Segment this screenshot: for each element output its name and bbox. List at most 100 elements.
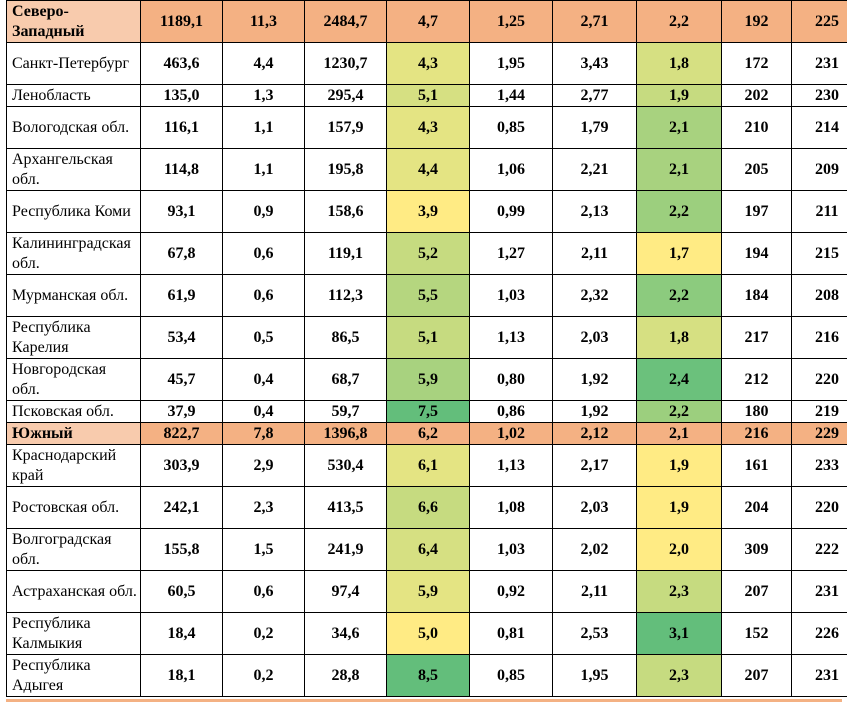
subject-name-cell: Ленобласть <box>6 84 141 107</box>
value-cell-col-6: 0,81 <box>469 612 553 655</box>
table-row: Мурманская обл. 61,9 0,6 112,3 5,5 1,03 2,32 2,… <box>6 274 847 317</box>
value-cell-col-2: 61,9 <box>140 274 223 317</box>
value-cell-col-4: 119,1 <box>304 232 387 275</box>
value-cell-col-5: 5,2 <box>386 232 470 275</box>
value-cell-col-4: 158,6 <box>304 190 387 233</box>
value-cell-col-4: 1396,8 <box>304 422 387 445</box>
value-cell-col-9: 161 <box>721 444 792 487</box>
value-cell-col-2: 37,9 <box>140 400 223 423</box>
value-cell-col-8: 2,0 <box>636 528 722 571</box>
value-cell-col-7: 2,13 <box>552 190 637 233</box>
value-cell-col-2: 242,1 <box>140 486 223 529</box>
value-cell-col-2: 135,0 <box>140 84 223 107</box>
value-cell-col-10: 229 <box>791 422 847 445</box>
table-row: Новгородская обл. 45,7 0,4 68,7 5,9 0,80 1,92 2… <box>6 358 847 401</box>
value-cell-col-6: 1,44 <box>469 84 553 107</box>
value-cell-col-9: 309 <box>721 528 792 571</box>
value-cell-col-8: 1,8 <box>636 316 722 359</box>
value-cell-col-4: 59,7 <box>304 400 387 423</box>
value-cell-col-3: 1,1 <box>222 148 305 191</box>
value-cell-col-7: 2,32 <box>552 274 637 317</box>
table-row: Архангельская обл. 114,8 1,1 195,8 4,4 1,06 2,… <box>6 148 847 191</box>
value-cell-col-4: 2484,7 <box>304 0 387 43</box>
value-cell-col-5: 4,3 <box>386 106 470 149</box>
value-cell-col-9: 197 <box>721 190 792 233</box>
value-cell-col-9: 207 <box>721 654 792 697</box>
table-row: Республика Адыгея 18,1 0,2 28,8 8,5 0,85 1,95 2… <box>6 654 847 697</box>
value-cell-col-8: 2,2 <box>636 400 722 423</box>
table-row: Ленобласть 135,0 1,3 295,4 5,1 1,44 2,77 1,9 202… <box>6 84 847 107</box>
value-cell-col-8: 2,2 <box>636 274 722 317</box>
value-cell-col-4: 1230,7 <box>304 42 387 85</box>
region-row: Северо-Западный 1189,1 11,3 2484,7 4,7 1,25 2,… <box>6 0 847 43</box>
value-cell-col-4: 413,5 <box>304 486 387 529</box>
value-cell-col-8: 1,9 <box>636 84 722 107</box>
value-cell-col-4: 157,9 <box>304 106 387 149</box>
value-cell-col-8: 2,3 <box>636 654 722 697</box>
value-cell-col-2: 67,8 <box>140 232 223 275</box>
value-cell-col-2: 303,9 <box>140 444 223 487</box>
value-cell-col-2: 822,7 <box>140 422 223 445</box>
value-cell-col-2: 1189,1 <box>140 0 223 43</box>
value-cell-col-9: 184 <box>721 274 792 317</box>
subject-name-cell: Архангельская обл. <box>6 148 141 191</box>
value-cell-col-7: 1,79 <box>552 106 637 149</box>
value-cell-col-8: 1,8 <box>636 42 722 85</box>
value-cell-col-2: 18,1 <box>140 654 223 697</box>
value-cell-col-6: 1,08 <box>469 486 553 529</box>
value-cell-col-2: 114,8 <box>140 148 223 191</box>
value-cell-col-9: 217 <box>721 316 792 359</box>
subject-name-cell: Республика Карелия <box>6 316 141 359</box>
value-cell-col-3: 0,4 <box>222 358 305 401</box>
value-cell-col-2: 53,4 <box>140 316 223 359</box>
value-cell-col-7: 2,77 <box>552 84 637 107</box>
value-cell-col-8: 2,3 <box>636 570 722 613</box>
value-cell-col-3: 2,9 <box>222 444 305 487</box>
value-cell-col-5: 8,5 <box>386 654 470 697</box>
value-cell-col-6: 1,02 <box>469 422 553 445</box>
value-cell-col-4: 241,9 <box>304 528 387 571</box>
value-cell-col-6: 1,95 <box>469 42 553 85</box>
value-cell-col-9: 172 <box>721 42 792 85</box>
value-cell-col-3: 0,6 <box>222 232 305 275</box>
value-cell-col-5: 6,2 <box>386 422 470 445</box>
subject-name-cell: Астраханская обл. <box>6 570 141 613</box>
value-cell-col-10: 220 <box>791 358 847 401</box>
value-cell-col-8: 2,1 <box>636 148 722 191</box>
value-cell-col-7: 2,03 <box>552 316 637 359</box>
subject-name-cell: Новгородская обл. <box>6 358 141 401</box>
value-cell-col-9: 152 <box>721 612 792 655</box>
value-cell-col-10: 209 <box>791 148 847 191</box>
subject-name-cell: Республика Коми <box>6 190 141 233</box>
subject-name-cell: Санкт-Петербург <box>6 42 141 85</box>
subject-name-cell: Волгоградская обл. <box>6 528 141 571</box>
value-cell-col-4: 112,3 <box>304 274 387 317</box>
value-cell-col-10: 208 <box>791 274 847 317</box>
value-cell-col-10: 231 <box>791 42 847 85</box>
value-cell-col-5: 5,5 <box>386 274 470 317</box>
region-row: Южный 822,7 7,8 1396,8 6,2 1,02 2,12 2,1 216 229 <box>6 422 847 445</box>
value-cell-col-7: 2,12 <box>552 422 637 445</box>
value-cell-col-2: 18,4 <box>140 612 223 655</box>
value-cell-col-5: 4,4 <box>386 148 470 191</box>
value-cell-col-3: 1,1 <box>222 106 305 149</box>
value-cell-col-3: 1,5 <box>222 528 305 571</box>
table-row: Волгоградская обл. 155,8 1,5 241,9 6,4 1,03 2,… <box>6 528 847 571</box>
value-cell-col-7: 1,92 <box>552 358 637 401</box>
value-cell-col-7: 1,92 <box>552 400 637 423</box>
value-cell-col-6: 1,06 <box>469 148 553 191</box>
value-cell-col-8: 1,9 <box>636 444 722 487</box>
value-cell-col-3: 0,5 <box>222 316 305 359</box>
value-cell-col-5: 4,7 <box>386 0 470 43</box>
value-cell-col-8: 3,1 <box>636 612 722 655</box>
value-cell-col-7: 2,53 <box>552 612 637 655</box>
value-cell-col-8: 2,1 <box>636 106 722 149</box>
value-cell-col-4: 28,8 <box>304 654 387 697</box>
value-cell-col-5: 5,9 <box>386 358 470 401</box>
region-name-cell: Северо-Западный <box>6 0 141 43</box>
value-cell-col-6: 1,03 <box>469 274 553 317</box>
value-cell-col-3: 0,9 <box>222 190 305 233</box>
value-cell-col-4: 34,6 <box>304 612 387 655</box>
value-cell-col-6: 1,25 <box>469 0 553 43</box>
value-cell-col-5: 5,1 <box>386 84 470 107</box>
